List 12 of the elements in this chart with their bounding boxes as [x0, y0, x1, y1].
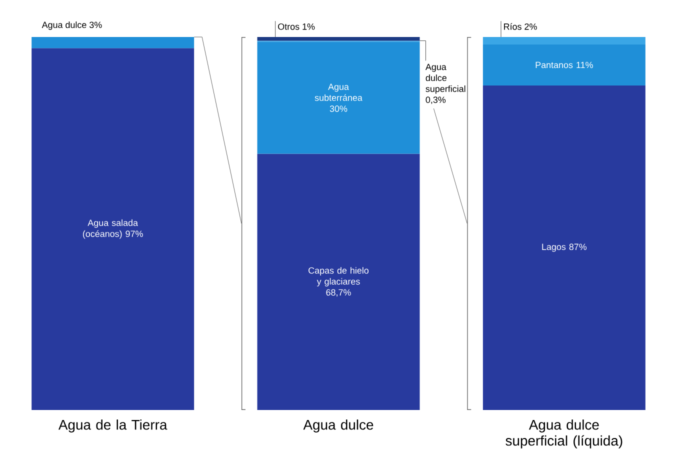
- data-label: Lagos 87%: [542, 244, 587, 252]
- data-label: Pantanos 11%: [536, 62, 593, 68]
- data-label: Capas de hielo y glaciares 68,7%: [308, 267, 369, 297]
- data-label: Ríos 2%: [504, 23, 537, 30]
- data-label: Agua salada (océanos) 97%: [82, 219, 143, 239]
- x-tick-label: Agua de la Tierra: [58, 419, 168, 432]
- data-label: Agua subterránea 30%: [314, 84, 362, 112]
- x-tick-label: Agua dulce superficial (líquida): [506, 419, 622, 448]
- data-label: Agua dulce superficial 0,3%: [425, 64, 466, 104]
- x-tick-label: Agua dulce: [303, 419, 374, 432]
- data-label: Agua dulce 3%: [42, 21, 102, 30]
- data-label: Otros 1%: [278, 23, 315, 30]
